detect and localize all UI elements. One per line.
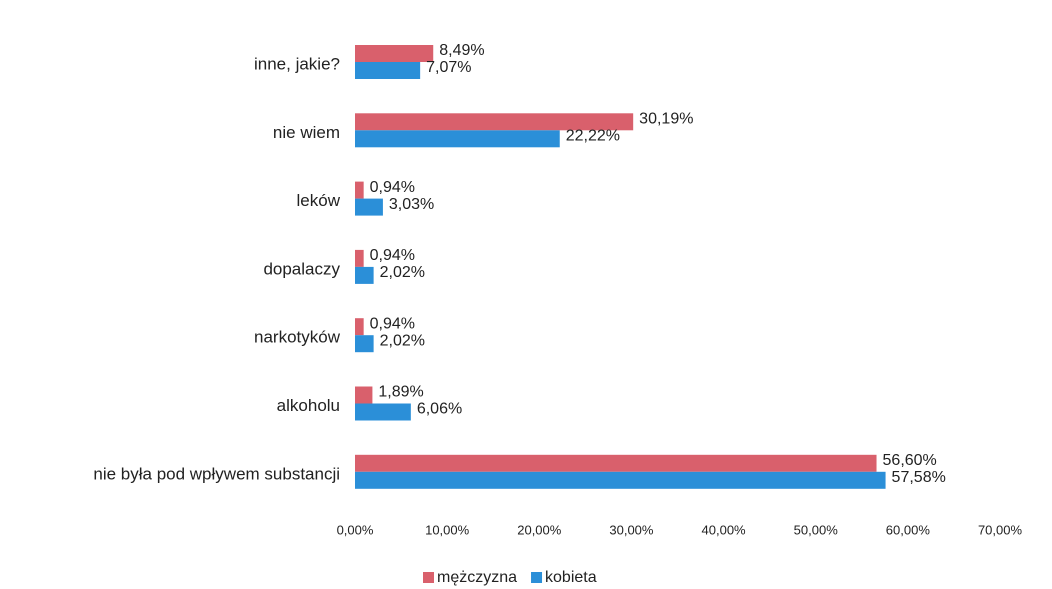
value-label: 2,02% <box>380 332 425 349</box>
bar <box>355 471 886 489</box>
value-label: 57,58% <box>892 469 946 486</box>
value-label: 1,89% <box>378 384 423 401</box>
value-label: 6,06% <box>417 401 462 418</box>
category-label: nie wiem <box>273 123 340 142</box>
category-label: nie była pod wpływem substancji <box>93 464 340 483</box>
x-tick-label: 60,00% <box>886 522 931 537</box>
bar <box>355 198 383 216</box>
category-label: inne, jakie? <box>254 54 340 73</box>
value-label: 2,02% <box>380 264 425 281</box>
x-tick-label: 0,00% <box>337 522 374 537</box>
bar <box>355 181 364 199</box>
x-tick-label: 20,00% <box>517 522 562 537</box>
legend-label: kobieta <box>545 569 597 586</box>
category-label: dopalaczy <box>263 259 340 278</box>
bar <box>355 62 421 79</box>
value-label: 3,03% <box>389 196 434 213</box>
x-tick-label: 70,00% <box>978 522 1023 537</box>
x-tick-label: 30,00% <box>609 522 654 537</box>
value-label: 7,07% <box>426 59 471 76</box>
legend-label: mężczyzna <box>437 569 517 586</box>
value-label: 0,94% <box>370 315 415 332</box>
bar <box>355 130 560 148</box>
value-label: 30,19% <box>639 111 693 128</box>
value-label: 56,60% <box>883 452 937 469</box>
value-label: 8,49% <box>439 42 484 59</box>
value-label: 0,94% <box>370 179 415 196</box>
bar <box>355 403 411 421</box>
bar <box>355 266 374 284</box>
category-label: alkoholu <box>277 396 340 415</box>
category-label: leków <box>297 191 341 210</box>
bar <box>355 386 373 404</box>
bar <box>355 454 877 472</box>
value-label: 0,94% <box>370 247 415 264</box>
x-tick-label: 10,00% <box>425 522 470 537</box>
bar <box>355 45 434 62</box>
bar <box>355 249 364 267</box>
legend-swatch <box>423 572 434 583</box>
bar <box>355 318 364 336</box>
legend-swatch <box>531 572 543 583</box>
bar <box>355 113 634 131</box>
bar <box>355 335 374 353</box>
x-tick-label: 40,00% <box>702 522 747 537</box>
x-tick-label: 50,00% <box>794 522 839 537</box>
value-label: 22,22% <box>566 128 620 145</box>
category-label: narkotyków <box>254 328 341 347</box>
